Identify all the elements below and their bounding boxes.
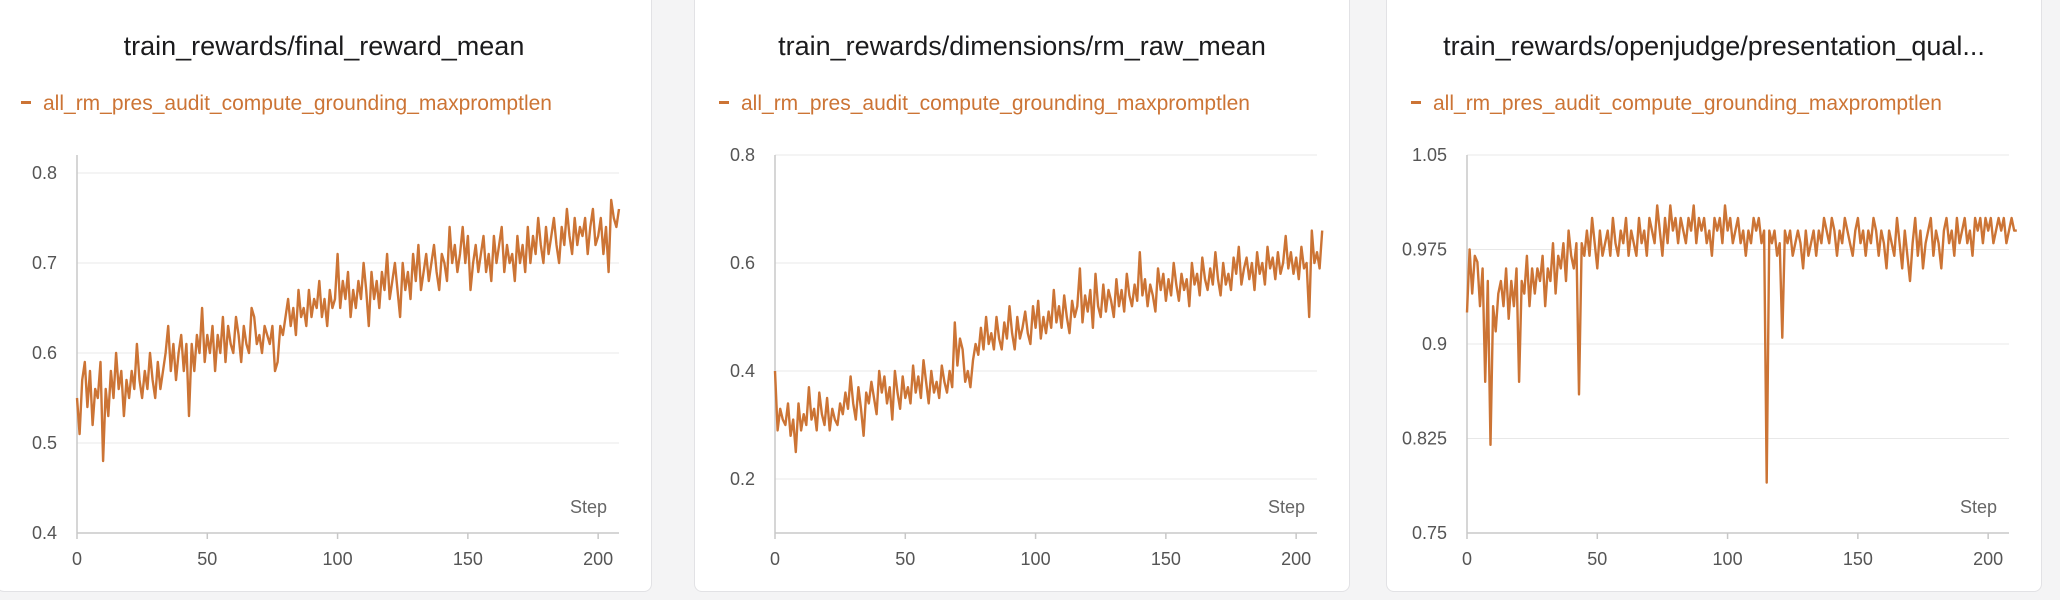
x-axis-label: Step: [570, 497, 607, 517]
y-tick-label: 0.5: [32, 433, 57, 453]
y-tick-label: 0.4: [32, 523, 57, 543]
series-line: [773, 229, 1324, 454]
legend-swatch-icon: [1411, 100, 1421, 104]
x-tick-label: 150: [453, 549, 483, 569]
y-tick-label: 0.4: [730, 361, 755, 381]
y-tick-label: 0.8: [32, 163, 57, 183]
x-tick-label: 0: [770, 549, 780, 569]
y-tick-label: 1.05: [1412, 145, 1447, 165]
line-chart[interactable]: 0.4 0.5 0.6 0.7 0.8 0 50 100 150 200 Step: [0, 0, 652, 592]
chart-panel-final-reward-mean: train_rewards/final_reward_mean all_rm_p…: [0, 0, 652, 592]
x-tick-label: 100: [323, 549, 353, 569]
x-tick-label: 200: [583, 549, 613, 569]
chart-panel-rm-raw-mean: train_rewards/dimensions/rm_raw_mean all…: [694, 0, 1350, 592]
y-tick-label: 0.2: [730, 469, 755, 489]
chart-legend[interactable]: all_rm_pres_audit_compute_grounding_maxp…: [1411, 92, 2017, 116]
chart-legend[interactable]: all_rm_pres_audit_compute_grounding_maxp…: [719, 92, 1325, 116]
legend-series-label: all_rm_pres_audit_compute_grounding_maxp…: [1433, 92, 1942, 115]
x-tick-label: 50: [895, 549, 915, 569]
y-tick-label: 0.9: [1422, 334, 1447, 354]
line-chart[interactable]: 0.75 0.825 0.9 0.975 1.05 0 50 100 150 200 Step: [1387, 0, 2042, 592]
series-line: [75, 198, 621, 463]
x-tick-label: 50: [1587, 549, 1607, 569]
x-tick-label: 150: [1843, 549, 1873, 569]
chart-panel-presentation-quality: train_rewards/openjudge/presentation_qua…: [1386, 0, 2042, 592]
y-tick-label: 0.75: [1412, 523, 1447, 543]
legend-series-label: all_rm_pres_audit_compute_grounding_maxp…: [741, 92, 1250, 115]
x-tick-label: 50: [197, 549, 217, 569]
x-axis-label: Step: [1268, 497, 1305, 517]
y-tick-label: 0.825: [1402, 429, 1447, 449]
line-chart[interactable]: 0.2 0.4 0.6 0.8 0 50 100 150 200 Step: [695, 0, 1350, 592]
x-tick-label: 0: [72, 549, 82, 569]
x-tick-label: 200: [1281, 549, 1311, 569]
y-tick-label: 0.6: [32, 343, 57, 363]
x-tick-label: 100: [1021, 549, 1051, 569]
legend-swatch-icon: [21, 100, 31, 104]
x-tick-label: 150: [1151, 549, 1181, 569]
y-tick-label: 0.7: [32, 253, 57, 273]
legend-series-label: all_rm_pres_audit_compute_grounding_maxp…: [43, 92, 552, 115]
chart-legend[interactable]: all_rm_pres_audit_compute_grounding_maxp…: [21, 92, 627, 116]
x-axis-label: Step: [1960, 497, 1997, 517]
y-tick-label: 0.8: [730, 145, 755, 165]
y-tick-label: 0.975: [1402, 240, 1447, 260]
x-tick-label: 0: [1462, 549, 1472, 569]
series-line: [1465, 204, 2017, 484]
y-tick-label: 0.6: [730, 253, 755, 273]
x-tick-label: 200: [1973, 549, 2003, 569]
legend-swatch-icon: [719, 100, 729, 104]
x-tick-label: 100: [1713, 549, 1743, 569]
